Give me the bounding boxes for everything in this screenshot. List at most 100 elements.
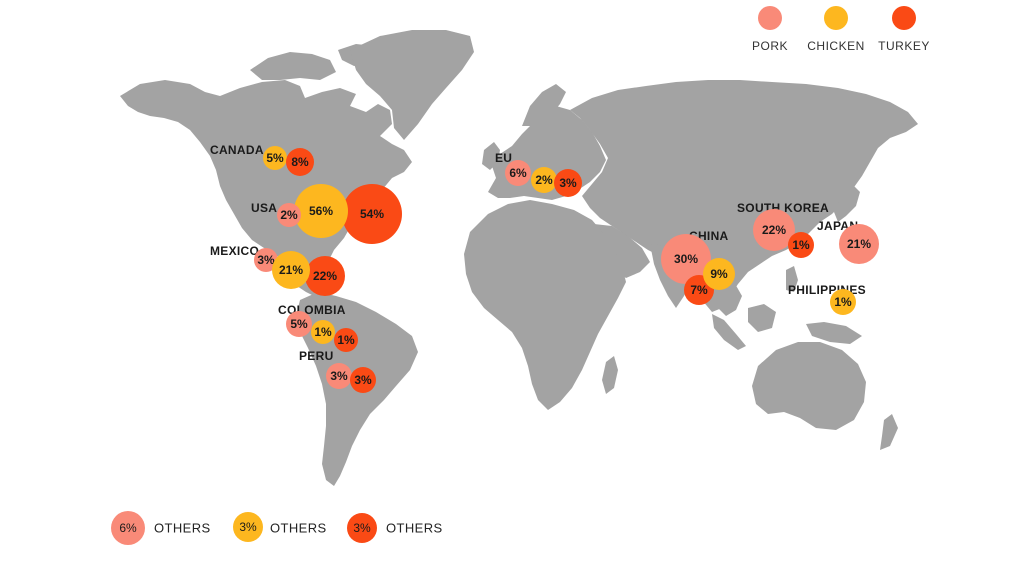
bubble-canada-chicken [263,146,287,170]
legend-label-chicken: CHICKEN [807,39,865,53]
bubble-eu-pork [505,160,531,186]
bubble-label-eu-turkey: 3% [559,176,577,190]
bubble-peru-pork [326,363,352,389]
others-label-pork: OTHERS [154,521,211,536]
bubble-peru-turkey [350,367,376,393]
others-label-turkey: OTHERS [386,521,443,536]
region-eu: EU 6% 2% 3% [495,151,582,197]
region-mexico: MEXICO 3% 22% 21% [210,244,345,296]
landmass-africa [464,200,626,410]
bubble-japan-pork [839,224,879,264]
bubble-china-pork [661,234,711,284]
bubble-mexico-pork [254,248,278,272]
legend-item-chicken: CHICKEN [807,6,865,53]
bubble-china-chicken [703,258,735,290]
legend-swatch-chicken [824,6,848,30]
bubble-usa-pork [277,203,301,227]
bubble-usa-turkey [342,184,402,244]
bubble-label-eu-chicken: 2% [535,173,553,187]
bubble-south-korea-turkey [788,232,814,258]
legend-swatch-turkey [892,6,916,30]
landmass-scandinavia [522,84,566,126]
others-turkey: 3% OTHERS [347,513,443,543]
region-label-mexico: MEXICO [210,244,259,258]
region-label-colombia: COLOMBIA [278,303,346,317]
landmass-japan [834,184,860,222]
landmass-arabia [594,224,650,278]
region-china: CHINA 30% 7% 9% [661,229,735,305]
others-label-chicken: OTHERS [270,521,327,536]
region-label-peru: PERU [299,349,334,363]
regions: CANADA 5% 8% USA 54% 56% 2% MEXICO 3% 22… [210,143,879,393]
bubble-label-colombia-chicken: 1% [314,325,332,339]
bubble-label-philippines-chicken: 1% [834,295,852,309]
landmass-borneo [748,304,776,332]
landmass-madagascar [602,356,618,394]
bubble-canada-turkey [286,148,314,176]
bubble-south-korea-pork [753,209,795,251]
others-value-pork: 6% [119,521,137,535]
bubble-label-china-chicken: 9% [710,267,728,281]
region-label-philippines: PHILIPPINES [788,283,866,297]
bubble-label-colombia-turkey: 1% [337,333,355,347]
region-label-south-korea: SOUTH KOREA [737,201,829,215]
bubble-label-china-pork: 30% [674,252,698,266]
bubble-label-usa-chicken: 56% [309,204,333,218]
bubble-label-canada-turkey: 8% [291,155,309,169]
region-colombia: COLOMBIA 5% 1% 1% [278,303,358,352]
region-usa: USA 54% 56% 2% [251,184,402,244]
bubble-colombia-pork [286,311,312,337]
bubble-label-south-korea-turkey: 1% [792,238,810,252]
others-chicken: 3% OTHERS [233,512,327,542]
bubble-label-eu-pork: 6% [509,166,527,180]
region-label-eu: EU [495,151,512,165]
landmass-philippines-islands [786,266,798,292]
bubble-mexico-turkey [305,256,345,296]
bubble-label-usa-turkey: 54% [360,207,384,221]
bubble-label-usa-pork: 2% [280,208,298,222]
legend-item-pork: PORK [752,6,788,53]
bubble-label-south-korea-pork: 22% [762,223,786,237]
region-label-canada: CANADA [210,143,264,157]
legend-label-turkey: TURKEY [878,39,930,53]
region-peru: PERU 3% 3% [299,349,376,393]
others-value-turkey: 3% [353,521,371,535]
bubble-label-japan-pork: 21% [847,237,871,251]
region-south-korea: SOUTH KOREA 22% 1% [737,201,829,258]
legend-item-turkey: TURKEY [878,6,930,53]
bubble-label-colombia-pork: 5% [290,317,308,331]
land-masses [120,30,918,486]
legend-swatch-pork [758,6,782,30]
landmass-arctic-islands [250,52,336,80]
bubble-label-mexico-pork: 3% [257,253,275,267]
bubble-mexico-chicken [272,251,310,289]
legend: PORK CHICKEN TURKEY [752,6,930,53]
bubble-usa-chicken [294,184,348,238]
bubble-eu-turkey [554,169,582,197]
landmass-new-guinea [806,322,862,344]
others-row: 6% OTHERS 3% OTHERS 3% OTHERS [111,511,443,545]
region-japan: JAPAN 21% [817,219,879,264]
others-bubble-turkey [347,513,377,543]
region-philippines: PHILIPPINES 1% [788,283,866,315]
landmass-australia [752,342,866,430]
bubble-label-mexico-turkey: 22% [313,269,337,283]
region-canada: CANADA 5% 8% [210,143,314,176]
bubble-label-canada-chicken: 5% [266,151,284,165]
bubble-label-peru-pork: 3% [330,369,348,383]
others-bubble-chicken [233,512,263,542]
bubble-eu-chicken [531,167,557,193]
bubble-label-china-turkey: 7% [690,283,708,297]
landmass-sumatra [712,314,746,350]
legend-label-pork: PORK [752,39,788,53]
region-label-usa: USA [251,201,277,215]
others-value-chicken: 3% [239,520,257,534]
bubble-label-mexico-chicken: 21% [279,263,303,277]
bubble-philippines-chicken [830,289,856,315]
others-bubble-pork [111,511,145,545]
landmass-new-zealand [880,414,898,450]
bubble-label-peru-turkey: 3% [354,373,372,387]
bubble-colombia-chicken [311,320,335,344]
